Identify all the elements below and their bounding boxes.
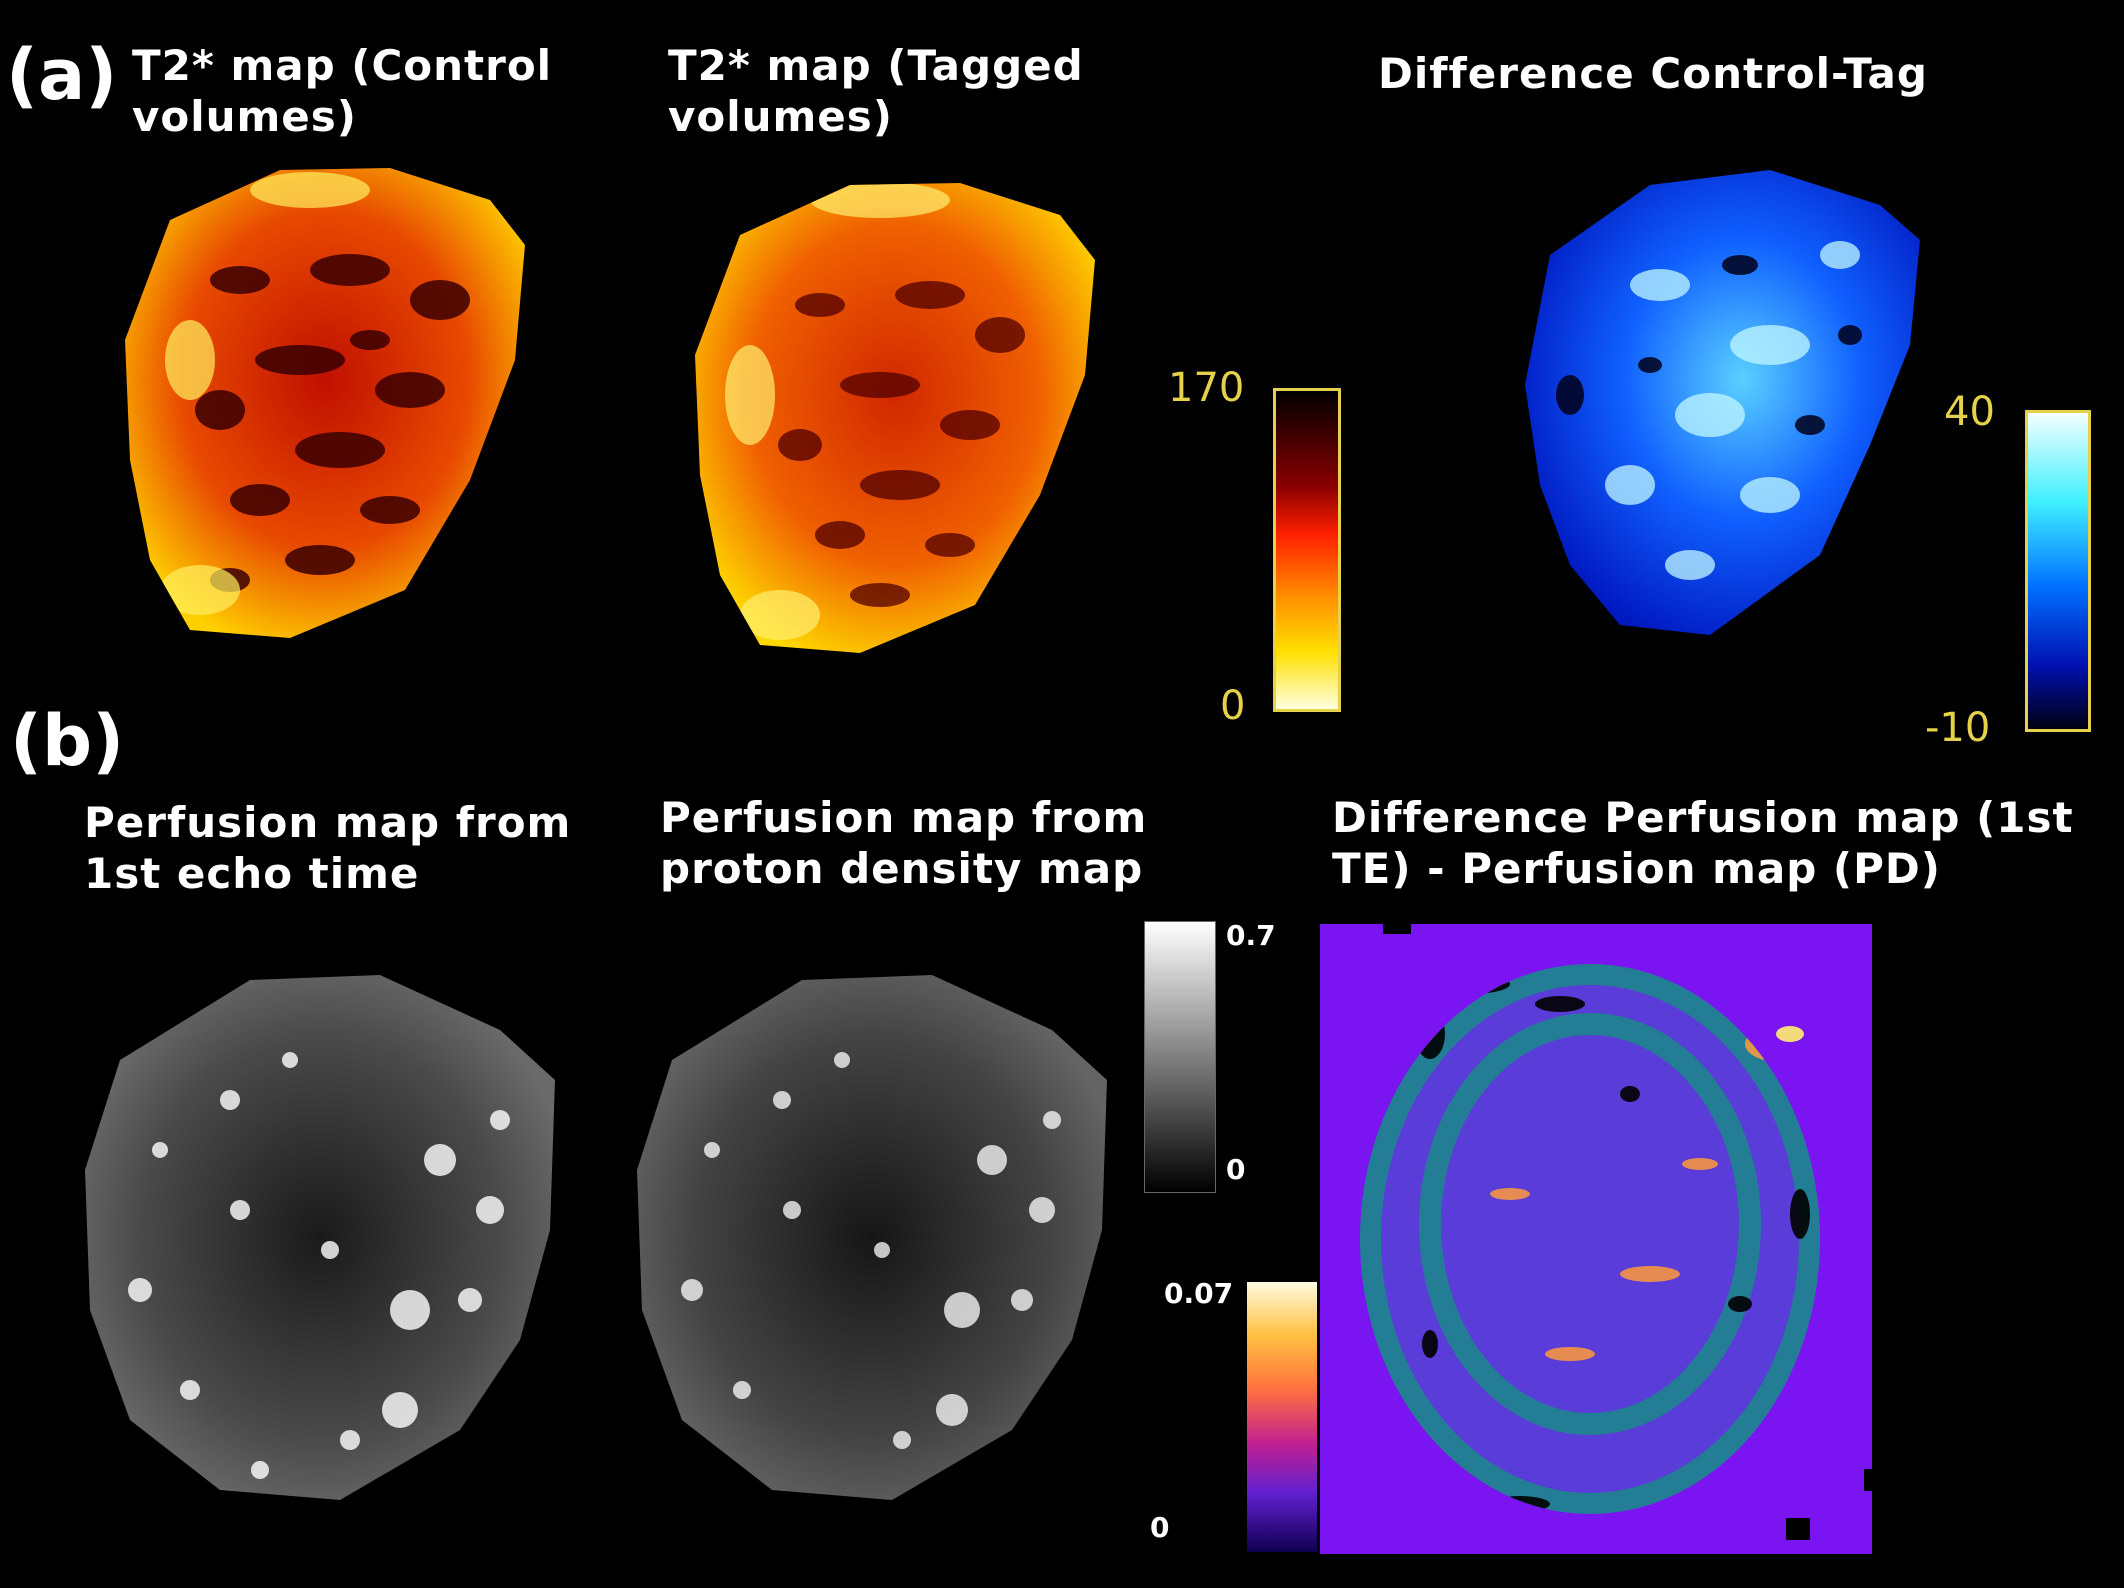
title-perf-te1: Perfusion map from 1st echo time [84,798,572,898]
cbar-diff-a-max: 40 [1944,389,1995,435]
cbar-gray-min: 0 [1226,1153,1246,1186]
panel-label-b: (b) [10,700,125,782]
t2-colorbar [1273,388,1341,712]
t2-control-image [125,168,525,638]
title-diff-control-tag: Difference Control-Tag [1378,49,1928,98]
perfusion-pd-image [637,975,1107,1500]
cbar-diff-b-min: 0 [1150,1511,1170,1544]
title-t2-tagged: T2* map (Tagged volumes) [668,41,1084,141]
title-perf-pd: Perfusion map from proton density map [660,793,1148,893]
t2-tagged-image [695,183,1095,653]
title-t2-control: T2* map (Control volumes) [132,41,553,141]
title-perf-diff: Difference Perfusion map (1st TE) - Perf… [1332,793,2074,893]
cbar-t2-min: 0 [1220,683,1246,729]
cbar-gray-max: 0.7 [1226,919,1276,952]
gray-colorbar [1144,921,1216,1193]
cbar-t2-max: 170 [1168,365,1245,411]
perfusion-te1-image [85,975,555,1500]
cbar-diff-a-min: -10 [1925,705,1991,751]
panel-label-a: (a) [6,34,118,116]
diff-control-tag-image [1525,170,1920,635]
diff-b-colorbar [1247,1282,1317,1552]
diff-a-colorbar [2025,410,2091,732]
perfusion-diff-image [1320,924,1872,1554]
cbar-diff-b-max: 0.07 [1164,1277,1234,1310]
